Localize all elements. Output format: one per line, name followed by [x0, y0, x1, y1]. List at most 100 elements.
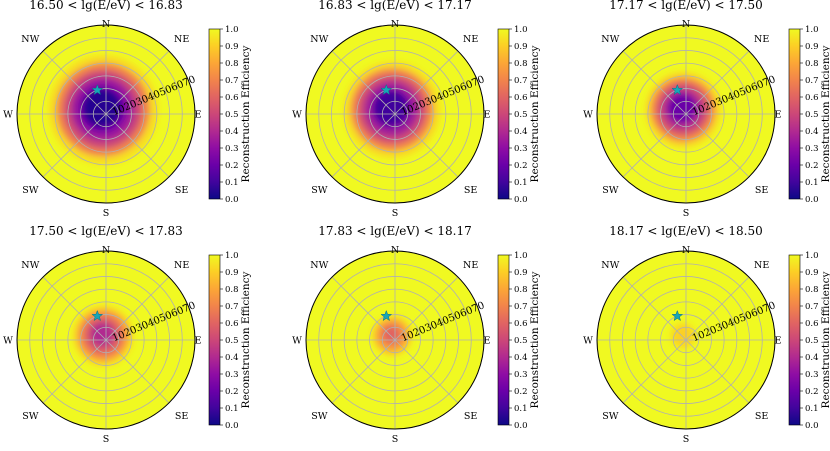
- colorbar-tick-label: 1.0: [514, 25, 528, 35]
- direction-label: SW: [311, 185, 328, 196]
- colorbar-tick-label: 0.5: [805, 110, 819, 120]
- colorbar-tick-label: 0.2: [514, 387, 528, 397]
- colorbar-tick-label: 0.9: [514, 42, 528, 52]
- efficiency-core: [677, 329, 687, 339]
- radial-tick-label: 20: [703, 324, 719, 339]
- colorbar-tick-label: 0.5: [514, 110, 528, 120]
- radial-tick-label: 50: [158, 84, 174, 99]
- colorbar-tick-label: 0.2: [514, 161, 528, 171]
- radial-tick-label: 50: [447, 310, 463, 325]
- radial-tick-label: 60: [750, 79, 766, 94]
- colorbar: [497, 254, 510, 426]
- colorbar-tick-label: 0.5: [514, 336, 528, 346]
- colorbar-tick-label: 0.1: [514, 404, 528, 414]
- radial-tick-label: 30: [714, 320, 730, 335]
- colorbar-tick-label: 0.7: [514, 76, 528, 86]
- radial-tick-label: 20: [123, 324, 139, 339]
- radial-tick-label: 50: [738, 310, 754, 325]
- direction-label: N: [391, 245, 399, 256]
- radial-tick-label: 30: [423, 320, 439, 335]
- colorbar-tick-label: 0.6: [514, 319, 528, 329]
- plot-border: [596, 24, 776, 204]
- panel-title: 16.83 < lg(E/eV) < 17.17: [318, 0, 472, 12]
- panel-title: 17.50 < lg(E/eV) < 17.83: [29, 224, 183, 238]
- colorbar-tick-label: 1.0: [225, 251, 239, 261]
- radial-tick-label: 40: [435, 315, 451, 330]
- radial-tick-label: 70: [761, 74, 777, 89]
- colorbar-tick-label: 0.1: [225, 178, 239, 188]
- grid-spoke: [105, 50, 170, 115]
- radial-tick-label: 40: [726, 315, 742, 330]
- radial-tick-label: 70: [181, 74, 197, 89]
- grid-spoke: [622, 113, 687, 178]
- radial-tick-label: 70: [470, 74, 486, 89]
- radial-tick-label: 50: [447, 84, 463, 99]
- direction-label: SE: [464, 185, 478, 196]
- colorbar-label: Reconstruction Efficiency: [240, 272, 252, 409]
- colorbar-tick-label: 0.3: [805, 144, 819, 154]
- grid-spoke: [685, 339, 750, 404]
- efficiency-core: [91, 323, 113, 345]
- colorbar-tick-label: 0.6: [805, 93, 819, 103]
- colorbar-tick-label: 0.0: [225, 421, 239, 431]
- direction-label: SW: [602, 411, 619, 422]
- colorbar-tick-label: 0.8: [514, 285, 528, 295]
- grid-spoke: [331, 339, 396, 404]
- direction-label: NE: [754, 260, 769, 271]
- colorbar-tick-label: 0.4: [805, 353, 819, 363]
- direction-label: NE: [174, 260, 189, 271]
- direction-label: W: [583, 110, 593, 121]
- colorbar-tick-label: 0.4: [225, 127, 239, 137]
- radial-tick-label: 40: [146, 315, 162, 330]
- colorbar-tick-label: 0.0: [514, 195, 528, 205]
- direction-label: NE: [754, 34, 769, 45]
- grid-spoke: [42, 276, 107, 341]
- radial-tick-label: 50: [158, 310, 174, 325]
- colorbar-tick-label: 0.1: [225, 404, 239, 414]
- radial-tick-label: 10: [400, 329, 416, 344]
- colorbar-tick-label: 0.5: [225, 110, 239, 120]
- colorbar-tick-label: 0.3: [514, 370, 528, 380]
- colorbar-tick-label: 0.2: [225, 161, 239, 171]
- colorbar-tick-label: 0.5: [225, 336, 239, 346]
- radial-tick-label: 70: [761, 300, 777, 315]
- radial-tick-label: 60: [459, 305, 475, 320]
- direction-label: S: [392, 434, 399, 445]
- colorbar-tick-label: 0.7: [514, 302, 528, 312]
- colorbar-tick-label: 0.3: [805, 370, 819, 380]
- radial-tick-label: 10: [691, 103, 707, 118]
- colorbar-tick-label: 0.8: [805, 59, 819, 69]
- colorbar: [497, 28, 510, 200]
- colorbar-tick-label: 0.9: [805, 268, 819, 278]
- colorbar-tick-label: 0.0: [805, 421, 819, 431]
- direction-label: SW: [22, 185, 39, 196]
- grid-spoke: [42, 113, 107, 178]
- direction-label: S: [103, 434, 110, 445]
- colorbar-tick-label: 0.4: [514, 127, 528, 137]
- radial-tick-label: 70: [181, 300, 197, 315]
- efficiency-core: [82, 88, 122, 128]
- grid-spoke: [622, 339, 687, 404]
- colorbar-tick-label: 0.2: [225, 387, 239, 397]
- direction-label: SW: [602, 185, 619, 196]
- direction-label: S: [392, 208, 399, 219]
- direction-label: E: [195, 336, 202, 347]
- grid-spoke: [331, 276, 396, 341]
- colorbar-label: Reconstruction Efficiency: [529, 272, 541, 409]
- grid-spoke: [42, 339, 107, 404]
- panel-title: 18.17 < lg(E/eV) < 18.50: [609, 224, 763, 238]
- grid-spoke: [622, 50, 687, 115]
- direction-label: SE: [755, 411, 769, 422]
- colorbar-tick-label: 0.7: [805, 302, 819, 312]
- direction-label: W: [3, 110, 13, 121]
- radial-tick-label: 40: [146, 89, 162, 104]
- colorbar-tick-label: 0.9: [805, 42, 819, 52]
- colorbar-label: Reconstruction Efficiency: [820, 272, 830, 409]
- direction-label: W: [583, 336, 593, 347]
- radial-tick-label: 50: [738, 84, 754, 99]
- colorbar-label: Reconstruction Efficiency: [820, 46, 830, 183]
